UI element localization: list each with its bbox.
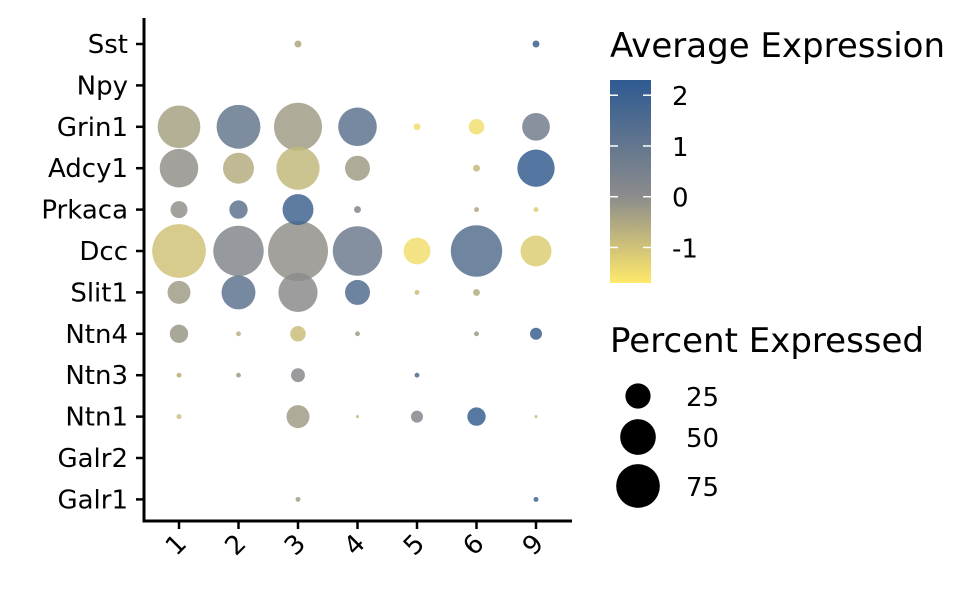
color-legend-title: Average Expression (610, 26, 945, 66)
dot-adcy1-6 (473, 164, 480, 172)
size-legend-label: 50 (686, 424, 719, 454)
dot-ntn4-6 (474, 331, 479, 337)
dot-prkaca-4 (354, 206, 361, 214)
dot-ntn4-2 (236, 331, 241, 337)
y-tick-label: Npy (77, 71, 128, 101)
dot-ntn1-3 (286, 405, 310, 429)
dot-dcc-5 (403, 237, 431, 265)
x-tick-label: 2 (220, 529, 253, 562)
dot-slit1-4 (345, 279, 370, 305)
dot-slit1-2 (221, 275, 256, 310)
dot-dcc-4 (332, 226, 383, 276)
dot-adcy1-1 (159, 148, 199, 188)
y-tick-label: Dcc (79, 237, 128, 267)
dot-ntn4-3 (290, 326, 306, 342)
dot-prkaca-6 (474, 207, 479, 213)
size-legend-dot (625, 383, 651, 409)
y-tick-label: Ntn1 (65, 403, 128, 433)
y-tick-label: Galr1 (57, 485, 128, 515)
dot-prkaca-9 (533, 207, 539, 213)
size-legend-dot (616, 464, 660, 508)
dot-dcc-1 (152, 224, 206, 278)
dot-prkaca-3 (282, 194, 314, 226)
x-tick-label: 3 (279, 529, 312, 562)
dot-adcy1-2 (223, 152, 254, 184)
dot-ntn4-1 (169, 324, 189, 343)
dot-grin1-4 (338, 107, 377, 147)
dot-slit1-5 (414, 289, 420, 295)
dot-ntn1-4 (355, 415, 360, 419)
y-tick-label: Ntn4 (65, 320, 128, 350)
size-legend-label: 75 (686, 473, 719, 503)
dot-prkaca-1 (170, 201, 188, 219)
size-legend-label: 25 (686, 383, 719, 413)
dot-slit1-3 (278, 272, 318, 312)
dot-ntn3-3 (291, 368, 305, 383)
dot-galr1-9 (533, 496, 539, 502)
x-tick-label: 6 (458, 529, 491, 562)
dot-slit1-1 (167, 280, 191, 304)
dot-dcc-2 (213, 225, 264, 277)
y-tick-label: Ntn3 (65, 361, 128, 391)
dot-adcy1-9 (517, 149, 555, 187)
colorbar-tick-label: -1 (672, 234, 698, 264)
colorbar-tick-label: 1 (672, 133, 689, 163)
y-tick-label: Grin1 (57, 113, 128, 143)
dot-ntn1-9 (534, 415, 538, 419)
y-tick-label: Slit1 (70, 278, 128, 308)
dot-adcy1-4 (345, 155, 370, 181)
colorbar-tick-label: 2 (672, 82, 689, 112)
dot-ntn3-1 (176, 372, 182, 378)
y-tick-label: Adcy1 (48, 154, 128, 184)
dot-ntn1-6 (467, 407, 486, 426)
dot-ntn1-5 (411, 410, 423, 423)
colorbar-tick-label: 0 (672, 184, 689, 214)
y-tick-label: Prkaca (41, 196, 128, 226)
dot-grin1-5 (413, 123, 421, 131)
dot-slit1-6 (473, 288, 480, 296)
dot-grin1-1 (157, 105, 201, 149)
dot-adcy1-3 (276, 146, 320, 190)
dots-layer (152, 40, 555, 502)
dot-grin1-6 (468, 119, 485, 135)
dot-ntn4-9 (530, 327, 542, 340)
dot-ntn3-2 (236, 372, 241, 378)
dot-dcc-9 (520, 235, 552, 267)
y-tick-label: Sst (88, 30, 128, 60)
dot-ntn1-1 (176, 414, 182, 420)
color-bar (610, 80, 651, 283)
dot-dcc-3 (268, 221, 328, 281)
x-tick-label: 4 (339, 529, 372, 562)
dot-grin1-9 (522, 112, 550, 141)
y-tick-label: Galr2 (57, 444, 128, 474)
dot-sst-3 (294, 40, 302, 48)
y-axis: Sst Npy Grin1 Adcy1 Prkaca Dcc Slit1 Ntn4 Ntn3 Nt… (41, 18, 146, 523)
dot-prkaca-2 (229, 200, 248, 219)
dot-dcc-6 (450, 225, 503, 277)
color-legend: Average Expression 2 1 0 -1 (610, 26, 945, 283)
size-legend-title: Percent Expressed (610, 321, 924, 361)
x-tick-label: 9 (517, 529, 550, 562)
dot-ntn4-4 (355, 331, 360, 337)
x-tick-label: 5 (398, 529, 431, 562)
x-tick-label: 1 (160, 529, 193, 562)
dot-grin1-2 (216, 104, 261, 149)
dot-grin1-3 (274, 102, 322, 151)
dot-ntn3-5 (414, 372, 420, 378)
dot-galr1-3 (295, 496, 301, 502)
dot-sst-9 (532, 40, 540, 48)
size-legend: Percent Expressed 25 50 75 (610, 321, 924, 508)
size-legend-dot (620, 419, 656, 455)
